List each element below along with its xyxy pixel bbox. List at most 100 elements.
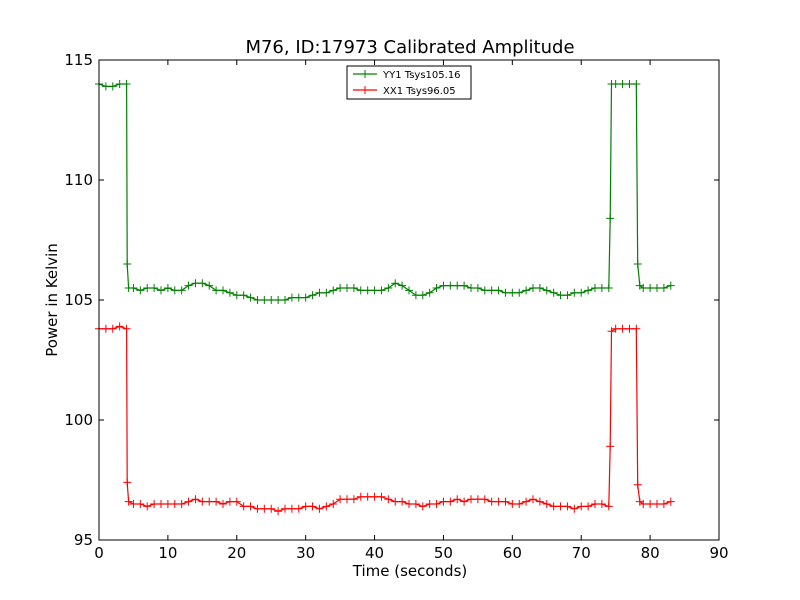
data-point	[584, 502, 593, 511]
data-point	[418, 291, 427, 300]
data-point	[253, 504, 262, 513]
data-point	[123, 478, 132, 487]
data-point	[108, 324, 117, 333]
data-point	[591, 500, 599, 508]
data-point	[473, 495, 482, 504]
x-tick-label: 50	[434, 544, 453, 562]
data-point	[577, 288, 586, 297]
data-point	[101, 324, 110, 333]
data-point	[384, 284, 393, 292]
data-point	[281, 504, 289, 513]
data-point	[411, 500, 420, 508]
data-point	[377, 286, 386, 295]
data-point	[136, 500, 145, 508]
y-tick-label: 110	[64, 171, 93, 189]
legend: YY1 Tsys105.16 XX1 Tsys96.05	[346, 65, 472, 100]
data-point	[597, 500, 606, 508]
data-point	[274, 507, 283, 516]
data-point	[212, 497, 221, 506]
plot-area: 0 10 20 30 40 50 60 70 80 90 95 100 105 110 115	[64, 51, 728, 562]
data-point	[198, 279, 207, 288]
data-point	[425, 500, 434, 508]
data-point	[294, 293, 303, 302]
data-point	[184, 497, 193, 506]
x-tick-label: 90	[709, 544, 728, 562]
data-point	[115, 80, 124, 88]
data-point	[611, 80, 620, 88]
x-tick-label: 40	[365, 544, 384, 562]
data-point	[274, 296, 283, 304]
data-point	[329, 500, 338, 508]
data-point	[170, 500, 179, 508]
data-point	[322, 288, 331, 297]
data-point	[577, 502, 586, 511]
x-tick-label: 0	[94, 544, 104, 562]
data-point	[219, 286, 227, 295]
data-point	[239, 291, 248, 300]
data-point	[501, 288, 510, 297]
data-point	[363, 492, 372, 501]
data-point	[157, 500, 165, 508]
data-point	[191, 279, 200, 288]
data-point	[618, 80, 627, 88]
data-point	[529, 495, 537, 504]
data-point	[349, 284, 358, 292]
x-tick-label: 30	[296, 544, 315, 562]
y-tick-label: 105	[64, 291, 93, 309]
data-point	[632, 80, 641, 88]
data-point	[143, 284, 152, 292]
data-point	[604, 284, 613, 292]
data-point	[343, 284, 351, 292]
data-point	[607, 327, 616, 336]
data-point	[315, 288, 324, 297]
data-point	[108, 82, 117, 91]
data-point	[301, 502, 310, 511]
data-point	[281, 296, 289, 304]
data-point	[653, 500, 661, 508]
data-point	[253, 296, 262, 304]
data-point	[356, 286, 365, 295]
data-point	[446, 497, 455, 506]
data-point	[163, 284, 172, 292]
data-point	[632, 324, 641, 333]
data-point	[301, 293, 310, 302]
data-point	[336, 495, 345, 504]
data-point	[150, 284, 159, 292]
data-point	[570, 504, 579, 513]
data-point	[336, 284, 345, 292]
data-point	[494, 286, 503, 295]
data-point	[508, 288, 517, 297]
data-point	[563, 291, 572, 300]
data-point	[308, 502, 317, 511]
data-point	[611, 324, 620, 333]
data-point	[639, 284, 648, 292]
data-point	[439, 497, 448, 506]
data-point	[315, 504, 324, 513]
data-point	[225, 497, 234, 506]
data-point	[177, 500, 186, 508]
data-point	[453, 495, 462, 504]
data-point	[246, 293, 255, 302]
data-point	[606, 442, 615, 451]
data-point	[653, 284, 661, 292]
x-axis-ticks: 0 10 20 30 40 50 60 70 80 90	[94, 60, 729, 562]
data-point	[377, 492, 386, 501]
legend-marker	[361, 86, 369, 94]
data-point	[556, 291, 565, 300]
data-point	[549, 288, 558, 297]
data-point	[570, 288, 579, 297]
data-point	[370, 286, 379, 295]
data-point	[646, 500, 655, 508]
data-point	[467, 495, 475, 504]
data-point	[453, 281, 462, 290]
data-point	[597, 284, 606, 292]
data-point	[501, 497, 510, 506]
data-point	[563, 502, 572, 511]
data-point	[604, 502, 613, 511]
data-point	[184, 281, 193, 290]
data-point	[212, 286, 221, 295]
data-point	[267, 504, 276, 513]
data-point	[639, 500, 648, 508]
data-point	[522, 497, 531, 506]
